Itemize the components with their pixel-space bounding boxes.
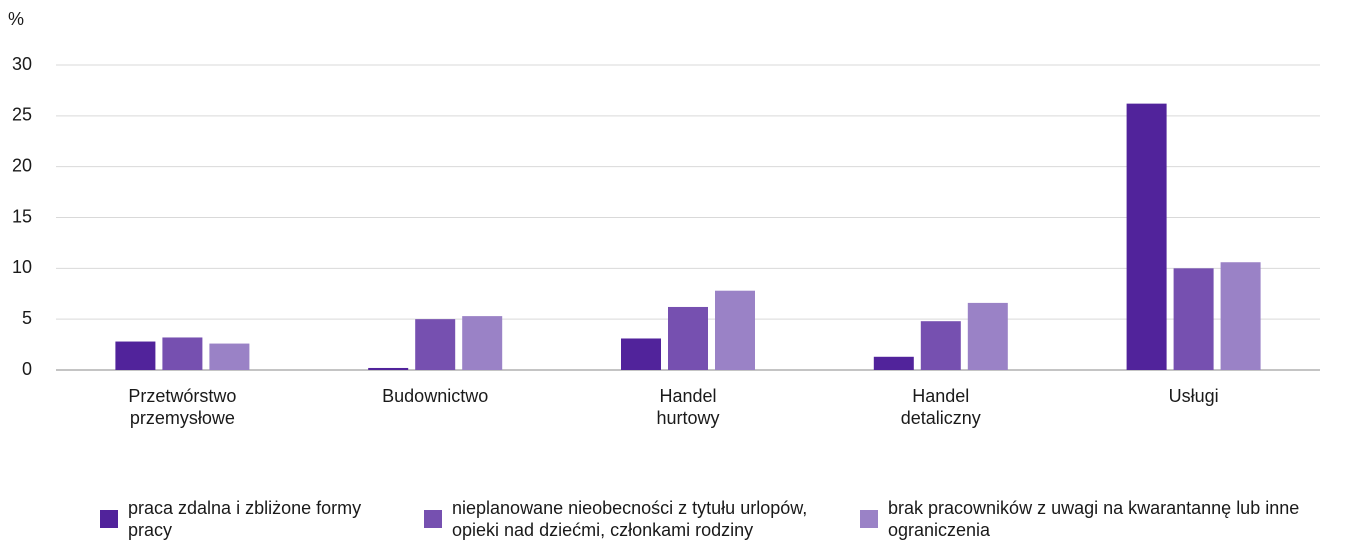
bar bbox=[1220, 262, 1261, 370]
bar bbox=[462, 316, 503, 370]
bar bbox=[873, 356, 914, 370]
legend-label: brak pracowników z uwagi na kwarantannę … bbox=[888, 498, 1300, 540]
y-tick-label: 10 bbox=[12, 257, 32, 277]
y-tick-label: 0 bbox=[22, 359, 32, 379]
x-tick-label: Handel detaliczny bbox=[900, 386, 981, 428]
bar bbox=[162, 337, 203, 370]
legend-label: praca zdalna i zbliżone formy pracy bbox=[128, 498, 362, 540]
x-tick-label: Handel hurtowy bbox=[656, 386, 720, 428]
legend-swatch bbox=[100, 510, 118, 528]
legend-swatch bbox=[860, 510, 878, 528]
x-tick-label: Usługi bbox=[1168, 386, 1219, 406]
y-tick-label: 30 bbox=[12, 54, 32, 74]
bar bbox=[209, 343, 250, 370]
bar bbox=[1126, 103, 1167, 370]
bar bbox=[368, 367, 409, 370]
x-tick-label: Budownictwo bbox=[382, 386, 489, 406]
bar bbox=[715, 290, 755, 370]
y-tick-label: 25 bbox=[12, 105, 32, 125]
legend-swatch bbox=[424, 510, 442, 528]
y-tick-label: 20 bbox=[12, 155, 32, 175]
bar bbox=[967, 302, 1008, 370]
bar bbox=[621, 338, 661, 370]
y-axis-label: % bbox=[8, 9, 24, 29]
bar bbox=[115, 341, 156, 370]
bar bbox=[668, 306, 708, 370]
bar bbox=[1173, 268, 1214, 370]
y-tick-label: 5 bbox=[22, 308, 32, 328]
legend-label: nieplanowane nieobecności z tytułu urlop… bbox=[452, 498, 808, 540]
bar bbox=[415, 319, 456, 370]
x-tick-label: Przetwórstwo przemysłowe bbox=[128, 386, 237, 428]
bar bbox=[920, 321, 961, 370]
y-tick-label: 15 bbox=[12, 206, 32, 226]
